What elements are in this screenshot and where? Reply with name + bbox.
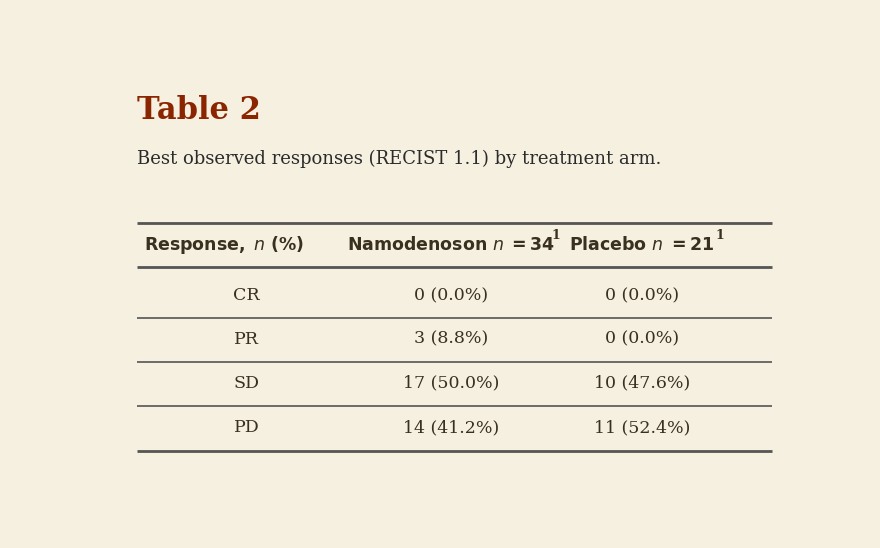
Text: 3 (8.8%): 3 (8.8%) xyxy=(414,330,488,347)
Text: 1: 1 xyxy=(552,229,561,242)
Text: 0 (0.0%): 0 (0.0%) xyxy=(605,330,679,347)
Text: PR: PR xyxy=(234,330,259,347)
Text: 0 (0.0%): 0 (0.0%) xyxy=(414,287,488,304)
Text: 1: 1 xyxy=(715,229,724,242)
Text: 0 (0.0%): 0 (0.0%) xyxy=(605,287,679,304)
Text: $\bf{Response,}$ $\mathbf{\mathit{n}}$ $\bf{(\%)}$: $\bf{Response,}$ $\mathbf{\mathit{n}}$ $… xyxy=(144,234,304,256)
Text: Table 2: Table 2 xyxy=(137,95,261,126)
Text: 14 (41.2%): 14 (41.2%) xyxy=(403,419,499,436)
Text: CR: CR xyxy=(233,287,260,304)
Text: $\bf{Namodenoson}$ $\mathbf{\mathit{n}}$ $\bf{= 34}$: $\bf{Namodenoson}$ $\mathbf{\mathit{n}}$… xyxy=(347,236,555,254)
Text: $\bf{Placebo}$ $\mathbf{\mathit{n}}$ $\bf{= 21}$: $\bf{Placebo}$ $\mathbf{\mathit{n}}$ $\b… xyxy=(569,236,715,254)
Text: Best observed responses (RECIST 1.1) by treatment arm.: Best observed responses (RECIST 1.1) by … xyxy=(137,150,662,168)
Text: 17 (50.0%): 17 (50.0%) xyxy=(403,375,499,392)
Text: 11 (52.4%): 11 (52.4%) xyxy=(594,419,690,436)
Text: 10 (47.6%): 10 (47.6%) xyxy=(594,375,690,392)
Text: PD: PD xyxy=(233,419,260,436)
Text: SD: SD xyxy=(233,375,260,392)
